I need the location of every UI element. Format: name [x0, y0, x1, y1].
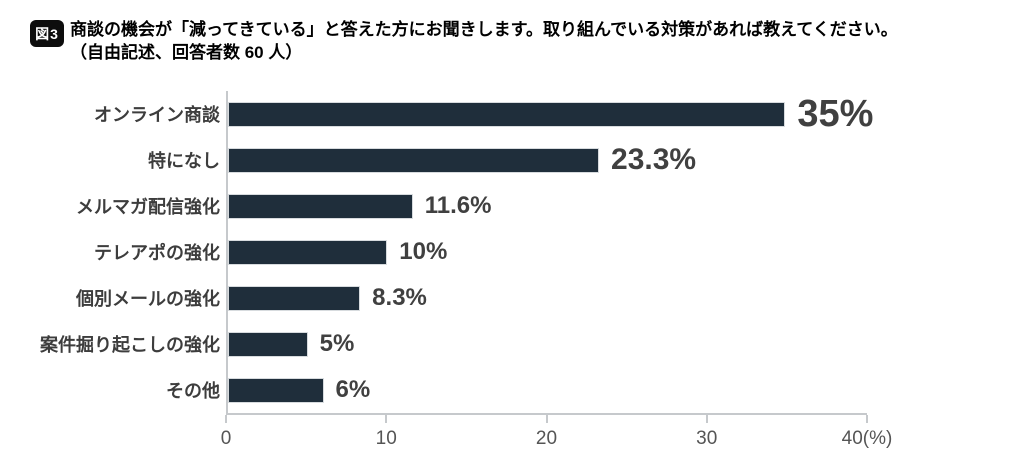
chart-row-newsletter: メルマガ配信強化 11.6% — [0, 183, 1024, 229]
x-axis-tick — [225, 415, 227, 423]
category-label: 特になし — [148, 151, 220, 171]
value-label: 10% — [399, 238, 448, 265]
chart-row-cold-calling: テレアポの強化 10% — [0, 229, 1024, 275]
bar-track: 35% — [226, 91, 873, 137]
figure-title-line2: （自由記述、回答者数 60 人） — [70, 43, 303, 62]
value-label: 35% — [797, 92, 874, 135]
chart-row-nothing-special: 特になし 23.3% — [0, 137, 1024, 183]
figure-title-line1: 商談の機会が「減ってきている」と答えた方にお聞きします。取り組んでいる対策があれ… — [70, 20, 898, 39]
x-axis-tick — [545, 415, 548, 423]
x-axis-tick-label: 10 — [375, 428, 397, 449]
x-axis-tick-label: 30 — [696, 428, 718, 449]
bar-rows: オンライン商談 35% 特になし 23.3% メルマガ配信強化 11.6% — [0, 91, 1024, 413]
category-label: テレアポの強化 — [94, 243, 220, 263]
bar-track: 10% — [226, 229, 865, 275]
x-axis-tick-label: 0 — [220, 428, 232, 449]
chart-row-lead-digging: 案件掘り起こしの強化 5% — [0, 321, 1024, 367]
bar-track: 8.3% — [226, 275, 865, 321]
value-label: 8.3% — [372, 284, 427, 311]
bar-track: 5% — [226, 321, 865, 367]
bar-track: 6% — [226, 367, 865, 413]
x-axis: 0 10 20 30 40(%) — [221, 413, 892, 457]
x-axis-tick — [705, 415, 708, 423]
bar-track: 23.3% — [226, 137, 865, 183]
category-label: 個別メールの強化 — [76, 289, 220, 309]
x-axis-tick-label: 40(%) — [841, 428, 893, 449]
x-axis-tick — [385, 415, 388, 423]
chart-row-other: その他 6% — [0, 367, 1024, 413]
value-label: 23.3% — [611, 143, 697, 176]
bar-track: 11.6% — [226, 183, 865, 229]
bar-other — [228, 377, 324, 403]
bar-cold-calling — [228, 239, 388, 265]
x-axis-tick — [866, 415, 868, 423]
figure-title: 商談の機会が「減ってきている」と答えた方にお聞きします。取り組んでいる対策があれ… — [70, 18, 898, 64]
bar-chart: オンライン商談 35% 特になし 23.3% メルマガ配信強化 11.6% — [0, 91, 1024, 457]
bar-lead-digging — [228, 331, 308, 357]
bar-nothing-special — [228, 147, 600, 173]
chart-row-online-meeting: オンライン商談 35% — [0, 91, 1024, 137]
category-label: その他 — [166, 381, 220, 401]
bar-newsletter — [228, 193, 413, 219]
figure-badge: 図3 — [30, 20, 64, 47]
value-label: 6% — [335, 376, 371, 403]
value-label: 5% — [319, 330, 355, 357]
category-label: オンライン商談 — [94, 105, 220, 125]
figure-header: 図3 商談の機会が「減ってきている」と答えた方にお聞きします。取り組んでいる対策… — [0, 0, 1024, 64]
value-label: 11.6% — [424, 192, 492, 219]
category-label: メルマガ配信強化 — [76, 197, 220, 217]
bar-online-meeting — [228, 101, 786, 127]
x-axis-tick-label: 20 — [535, 428, 558, 449]
bar-personal-email — [228, 285, 361, 311]
category-label: 案件掘り起こしの強化 — [40, 335, 220, 355]
chart-row-personal-email: 個別メールの強化 8.3% — [0, 275, 1024, 321]
